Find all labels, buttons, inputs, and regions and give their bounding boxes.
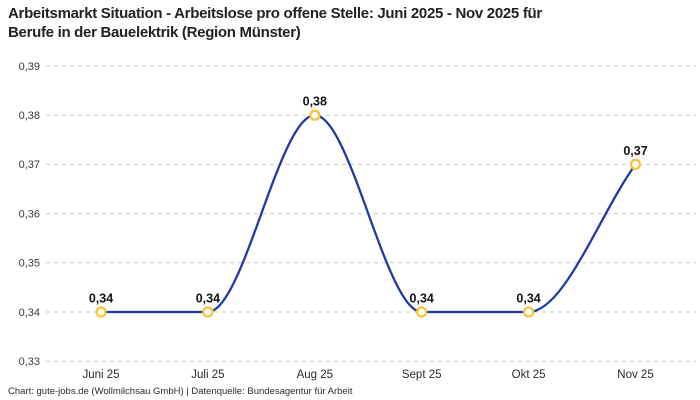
data-point-marker[interactable] [309, 109, 321, 121]
chart-title-line2: Berufe in der Bauelektrik (Region Münste… [8, 24, 301, 42]
data-point-marker[interactable] [202, 306, 214, 318]
data-point-label: 0,34 [89, 292, 113, 306]
y-axis-tick-label: 0,38 [19, 110, 40, 122]
chart-caption: Chart: gute-jobs.de (Wollmilchsau GmbH) … [8, 386, 353, 397]
data-point-marker[interactable] [522, 306, 535, 318]
x-axis-tick-label: Sept 25 [402, 369, 442, 381]
y-axis-tick-label: 0,39 [19, 61, 40, 73]
y-axis-tick-label: 0,37 [19, 159, 40, 171]
data-point-label: 0,34 [516, 292, 540, 306]
data-point-label: 0,34 [410, 292, 434, 306]
data-point-marker[interactable] [416, 306, 428, 318]
data-point-label: 0,38 [303, 95, 327, 109]
x-axis-tick-label: Aug 25 [297, 369, 333, 381]
chart-title-line1: Arbeitsmarkt Situation - Arbeitslose pro… [8, 5, 542, 22]
data-point-marker[interactable] [95, 306, 107, 318]
y-axis-tick-label: 0,36 [19, 208, 40, 220]
series-line [99, 114, 637, 314]
y-axis-tick-label: 0,34 [19, 307, 40, 319]
y-axis-tick-label: 0,33 [19, 356, 40, 368]
y-axis-tick-label: 0,35 [19, 258, 40, 270]
data-point-label: 0,34 [196, 292, 220, 306]
x-axis-tick-label: Juni 25 [82, 369, 119, 381]
x-axis-tick-label: Nov 25 [617, 369, 653, 381]
data-point-label: 0,37 [623, 144, 647, 158]
x-axis-tick-label: Juli 25 [191, 369, 224, 381]
data-point-marker[interactable] [629, 158, 642, 171]
chart-title: Arbeitsmarkt Situation - Arbeitslose pro… [8, 4, 694, 42]
x-axis-tick-label: Okt 25 [512, 369, 546, 381]
